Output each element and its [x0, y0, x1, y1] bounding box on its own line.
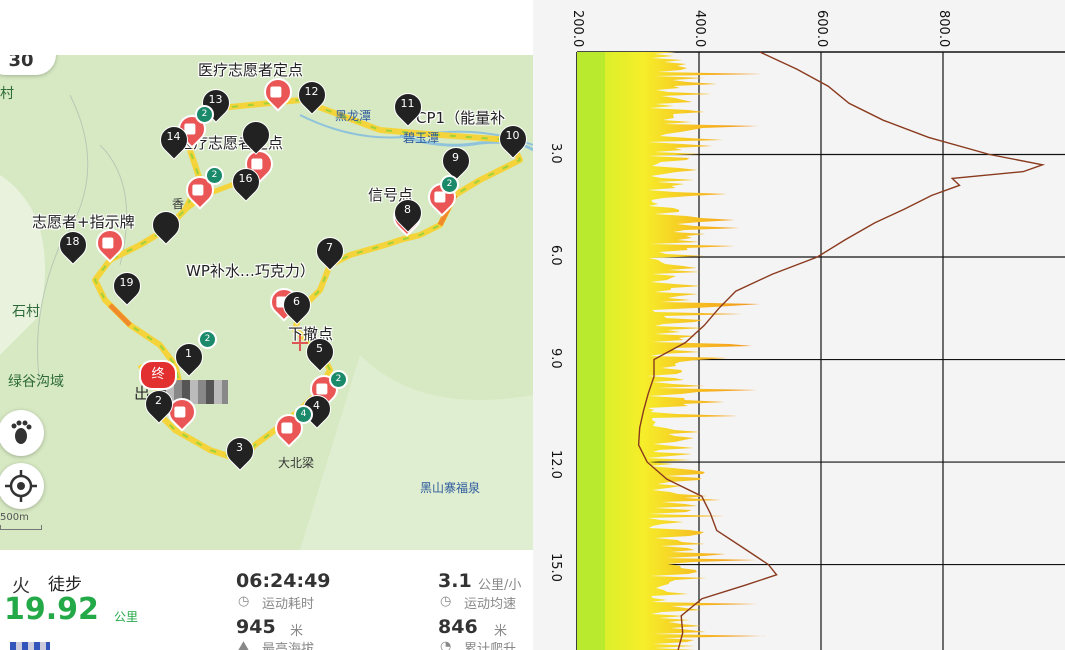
km-marker-14[interactable]: 14 [154, 120, 194, 160]
km-marker-7[interactable]: 7 [310, 231, 350, 271]
compass-button[interactable]: 30 [0, 55, 56, 75]
km-marker-9[interactable]: 9 [436, 141, 476, 181]
location-target-icon [5, 470, 37, 502]
label-cp1: CP1（能量补 [416, 109, 506, 127]
km-marker-6[interactable]: 6 [277, 285, 317, 325]
x-tick-label: 800.0 [936, 10, 951, 48]
duration-value: 06:24:49 [236, 570, 331, 592]
max-altitude-value: 945 [236, 616, 276, 638]
climb-value: 846 [438, 616, 478, 638]
scale-bar-line [0, 525, 42, 530]
y-tick-label: 12.0 [548, 450, 563, 479]
hiking-icon: ⽕ [12, 576, 30, 597]
crosshair-icon [292, 335, 308, 351]
cluster-badge[interactable]: 2 [198, 330, 217, 349]
km-marker-8[interactable]: 8 [388, 193, 428, 233]
route-map[interactable]: 村 石村 绿谷沟域 黑龙潭 碧玉潭 大北梁 黑山寨福泉 香 出 医疗志愿者定点 … [0, 55, 533, 550]
label-volunteer-sign: 志愿者+指示牌 [32, 213, 135, 231]
mountain-icon: ⛰ [238, 639, 249, 650]
km-marker-1[interactable]: 1 [169, 337, 209, 377]
elevation-line [637, 51, 1046, 650]
km-marker-19[interactable]: 19 [107, 266, 147, 306]
cluster-badge[interactable]: 4 [294, 405, 313, 424]
clock-icon: ◷ [238, 594, 250, 609]
km-marker-4[interactable]: 4 [297, 389, 337, 429]
max-altitude-unit: 米 [290, 624, 304, 639]
label-medical-point-top: 医疗志愿者定点 [198, 61, 304, 79]
y-tick-label: 9.0 [548, 347, 563, 369]
y-tick-label: 6.0 [548, 245, 563, 266]
pace-unit: 公里/小 [478, 578, 522, 593]
poi-village: 村 [0, 86, 14, 102]
speed-band [577, 52, 766, 650]
poi-dabeiliang: 大北梁 [278, 456, 315, 470]
poi-xiang: 香 [172, 197, 185, 211]
climb-unit: 米 [494, 624, 508, 639]
km-marker-17[interactable] [146, 205, 186, 245]
climb-icon: ◔ [440, 639, 452, 650]
x-tick-label: 600.0 [814, 10, 829, 48]
x-tick-label: 400.0 [692, 10, 707, 48]
km-marker-13[interactable]: 13 [196, 83, 236, 123]
duration-label: 运动耗时 [262, 597, 315, 612]
footprint-icon [11, 420, 32, 444]
poi-jade-pool: 碧玉潭 [403, 131, 440, 145]
x-tick-label: 200.0 [570, 10, 585, 48]
y-tick-label: 3.0 [548, 142, 563, 164]
redacted-avatar [10, 642, 50, 650]
pace-value: 3.1 [438, 570, 472, 592]
km-marker-18[interactable]: 18 [53, 225, 93, 265]
locate-button[interactable] [0, 463, 44, 509]
map-panel: 村 石村 绿谷沟域 黑龙潭 碧玉潭 大北梁 黑山寨福泉 香 出 医疗志愿者定点 … [0, 55, 533, 650]
distance-unit: 公里 [114, 610, 139, 624]
cluster-badge[interactable]: 2 [205, 166, 224, 185]
elevation-chart-panel: 200.0 400.0 600.0 800.0 3.0 6.0 9.0 12.0 15.0 [533, 0, 1065, 650]
cluster-badge[interactable]: 2 [329, 370, 348, 389]
speed-band-core [577, 52, 605, 650]
km-marker-2[interactable]: 2 [139, 384, 179, 424]
cluster-badge[interactable]: 2 [440, 175, 459, 194]
speed-area [577, 52, 766, 650]
y-tick-label: 15.0 [548, 552, 563, 582]
km-marker-5[interactable]: 5 [300, 332, 340, 372]
distance-value: 19.92 [4, 592, 99, 627]
km-marker-3[interactable]: 3 [220, 431, 260, 471]
climb-label: 累计爬升 [464, 642, 517, 650]
activity-type: 徒步 [48, 575, 82, 595]
pace-label: 运动均速 [464, 597, 517, 612]
km-marker-16[interactable]: 16 [226, 162, 266, 202]
km-marker-10[interactable]: 10 [493, 119, 533, 159]
km-marker-12[interactable]: 12 [292, 75, 332, 115]
poi-pool: 黑龙潭 [335, 109, 372, 123]
label-wp-supply: WP补水…巧克力） [186, 262, 315, 280]
stats-panel: ⽕ 徒步 19.92 公里 06:24:49 ◷ 运动耗时 945 米 ⛰ 最高… [0, 550, 533, 650]
poi-green-valley: 绿谷沟域 [8, 374, 64, 390]
km-marker-11[interactable]: 11 [388, 87, 428, 127]
poi-temple: 黑山寨福泉 [420, 481, 481, 495]
max-altitude-label: 最高海拔 [262, 642, 315, 650]
poi-village-shi: 石村 [12, 304, 40, 320]
cluster-badge[interactable]: 2 [195, 105, 214, 124]
speed-icon: ◷ [440, 594, 452, 609]
scale-bar: 500m [0, 512, 29, 523]
km-marker-15[interactable] [236, 115, 276, 155]
elevation-chart [576, 51, 1065, 650]
end-marker[interactable]: 终 [139, 360, 177, 390]
footprint-button[interactable] [0, 410, 44, 456]
